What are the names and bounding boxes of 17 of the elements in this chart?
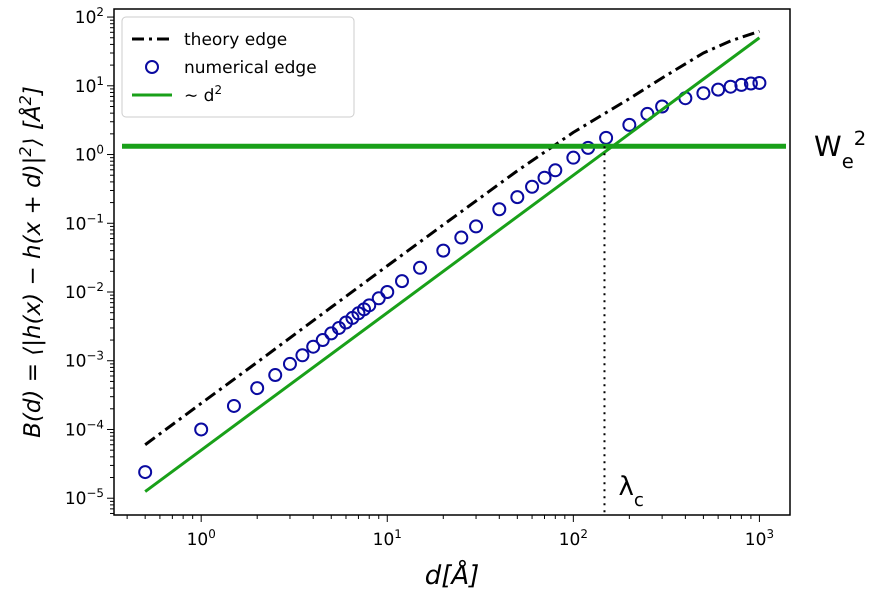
x-tick-label: 10$^{2}$ (558, 527, 588, 550)
y-tick-label: 10$^{2}$ (74, 5, 104, 28)
y-tick-label: 10$^{−4}$ (64, 417, 104, 440)
y-tick-label: 10$^{1}$ (74, 74, 104, 97)
x-tick-label: 10$^{0}$ (186, 527, 216, 550)
legend-label: ∼ d$^{2}$ (184, 83, 222, 106)
y-tick-label: 10$^{−3}$ (64, 348, 104, 372)
y-tick-label: 10$^{−2}$ (64, 280, 104, 304)
x-tick-label: 10$^{3}$ (744, 527, 774, 550)
x-axis-title: d[Å] (424, 559, 480, 591)
y-tick-label: 10$^{−5}$ (64, 486, 104, 510)
legend-label: numerical edge (184, 58, 317, 78)
legend-label: theory edge (184, 30, 288, 50)
y-tick-label: 10$^{−1}$ (64, 211, 104, 234)
ref-line-label: λ$_{c}$ (618, 472, 644, 510)
x-tick-label: 10$^{1}$ (372, 527, 402, 550)
y-tick-label: 10$^{0}$ (74, 142, 104, 166)
